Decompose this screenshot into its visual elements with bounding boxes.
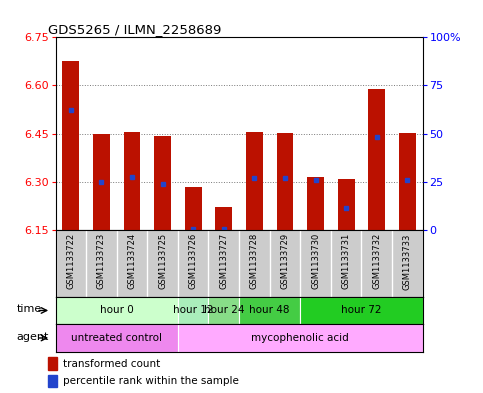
Text: GSM1133728: GSM1133728 — [250, 233, 259, 290]
Text: GSM1133730: GSM1133730 — [311, 233, 320, 290]
Bar — [154, 136, 171, 230]
Bar — [56, 297, 178, 324]
Bar — [399, 133, 416, 230]
Bar — [185, 187, 201, 230]
Text: hour 72: hour 72 — [341, 305, 382, 316]
Text: GSM1133722: GSM1133722 — [66, 233, 75, 289]
Text: GDS5265 / ILMN_2258689: GDS5265 / ILMN_2258689 — [48, 23, 222, 36]
Bar — [307, 177, 324, 230]
Bar — [93, 134, 110, 230]
Text: GSM1133729: GSM1133729 — [281, 233, 289, 289]
Bar — [62, 61, 79, 230]
Bar — [215, 207, 232, 230]
Text: percentile rank within the sample: percentile rank within the sample — [63, 376, 239, 386]
Text: agent: agent — [16, 332, 49, 342]
Bar — [369, 89, 385, 230]
Bar — [124, 132, 141, 230]
Bar — [338, 178, 355, 230]
Text: GSM1133726: GSM1133726 — [189, 233, 198, 290]
Text: transformed count: transformed count — [63, 358, 160, 369]
Text: GSM1133723: GSM1133723 — [97, 233, 106, 290]
Text: hour 48: hour 48 — [249, 305, 290, 316]
Text: GSM1133727: GSM1133727 — [219, 233, 228, 290]
Bar — [277, 133, 293, 230]
Text: time: time — [16, 304, 42, 314]
Text: untreated control: untreated control — [71, 333, 162, 343]
Bar — [300, 297, 423, 324]
Text: mycophenolic acid: mycophenolic acid — [251, 333, 349, 343]
Bar — [48, 357, 57, 369]
Bar — [209, 297, 239, 324]
Bar — [48, 375, 57, 387]
Text: GSM1133725: GSM1133725 — [158, 233, 167, 289]
Text: hour 12: hour 12 — [173, 305, 213, 316]
Text: GSM1133733: GSM1133733 — [403, 233, 412, 290]
Bar — [239, 297, 300, 324]
Bar — [246, 132, 263, 230]
Bar — [178, 324, 423, 352]
Bar — [56, 324, 178, 352]
Text: GSM1133724: GSM1133724 — [128, 233, 137, 289]
Text: hour 24: hour 24 — [203, 305, 244, 316]
Text: GSM1133731: GSM1133731 — [341, 233, 351, 290]
Text: hour 0: hour 0 — [100, 305, 134, 316]
Bar — [178, 297, 209, 324]
Text: GSM1133732: GSM1133732 — [372, 233, 381, 290]
